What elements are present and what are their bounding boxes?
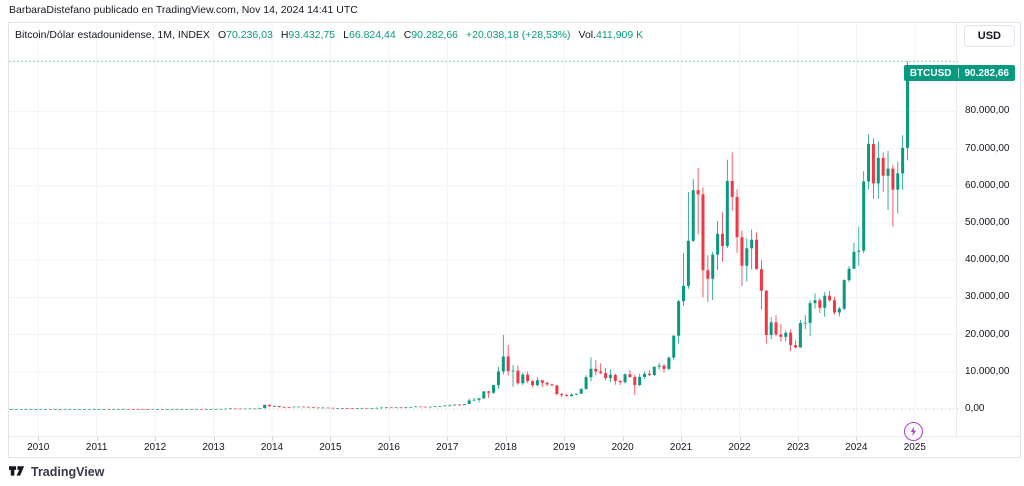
close-value-group: C 90.282,66 [404,29,458,41]
close-label: C [403,29,412,41]
time-axis-tick [447,437,449,441]
time-axis-year-label: 2011 [85,442,108,453]
close-value: 90.282,66 [411,29,459,41]
volume-value: 411,909 K [596,29,644,41]
currency-usd-button[interactable]: USD [963,25,1015,47]
high-value-group: H 93.432,75 [281,29,335,41]
price-axis-label: 50.000,00 [965,217,1010,228]
time-axis-year-label: 2014 [260,442,284,453]
symbol-title-bar[interactable]: Bitcoin/Dólar estadounidense, 1M, INDEX … [15,29,643,41]
open-value: 70.236,03 [226,29,273,41]
low-value: 66.824,44 [348,29,396,41]
price-axis-label: 60.000,00 [965,179,1010,191]
tradingview-logo-icon [9,465,25,476]
time-axis-tick [856,437,858,441]
price-axis-label: 20.000,00 [965,328,1010,340]
price-axis-label: 80.000,00 [965,105,1010,117]
open-label: O [217,29,227,41]
tradingview-logo-text: TradingView [31,465,105,479]
low-value-group: L 66.824,44 [343,29,396,41]
time-axis-tick [155,437,157,441]
price-axis-label: 30.000,00 [965,291,1010,303]
time-axis-year-label: 2025 [903,442,926,453]
candlestick-chart [9,23,958,438]
time-axis-year-label: 2023 [786,442,810,453]
time-axis-tick [622,437,624,441]
time-axis-tick [213,437,215,441]
volume-group: Vol. 411,909 K [579,29,644,41]
time-axis-tick [96,437,98,441]
high-label: H [280,29,289,41]
low-label: L [343,29,349,41]
time-axis-tick [739,437,741,441]
price-tag-value: 90.282,66 [964,67,1010,79]
symbol-title[interactable]: Bitcoin/Dólar estadounidense, 1M, INDEX [15,29,210,41]
price-tag-symbol: BTCUSD [909,67,952,79]
time-axis-tick [681,437,683,441]
last-price-tag: BTCUSD 90.282,66 [903,65,1015,82]
chart-frame: Bitcoin/Dólar estadounidense, 1M, INDEX … [8,22,1021,458]
price-axis-label: 10.000,00 [965,365,1010,377]
time-axis-year-label: 2021 [669,442,693,453]
lightning-bolt-icon [910,426,917,437]
time-axis-year-label: 2012 [143,442,167,453]
time-axis-year-label: 2016 [377,442,400,453]
change-value: +20.038,18 (+28,53%) [466,29,571,41]
price-axis-label: 40.000,00 [965,254,1010,266]
time-axis-year-label: 2010 [27,442,50,453]
open-value-group: O 70.236,03 [218,29,273,41]
time-axis-tick [797,437,799,441]
price-tag-divider [957,68,959,79]
time-axis-year-label: 2022 [728,442,751,453]
time-axis-year-label: 2015 [319,442,342,453]
time-axis-year-label: 2019 [553,442,576,453]
time-axis-tick [38,437,40,441]
time-axis-tick [388,437,390,441]
tradingview-branding-link[interactable]: TradingView [9,465,104,479]
price-axis[interactable]: 80.000,00 70.000,00 60.000,00 50.000,00 40.0… [956,23,1020,438]
time-axis-year-label: 2013 [202,442,225,453]
high-value: 93.432,75 [288,29,336,41]
price-axis-label: 70.000,00 [965,142,1010,154]
time-axis-year-label: 2017 [436,442,459,453]
time-axis[interactable]: 2010 2011 2012 2013 2014 2015 2016 2017 2018 2019… [9,436,1020,457]
time-axis-tick [505,437,507,441]
price-axis-label: 0,00 [965,403,985,414]
time-axis-tick [330,437,332,441]
idea-marker-icon[interactable] [904,422,923,441]
time-axis-tick [564,437,566,441]
time-axis-year-label: 2018 [494,442,517,453]
volume-label: Vol. [578,29,597,41]
attribution-header: BarbaraDistefano publicado en TradingVie… [9,4,358,16]
plot-area[interactable]: Bitcoin/Dólar estadounidense, 1M, INDEX … [9,23,958,438]
time-axis-year-label: 2020 [611,442,634,453]
time-axis-year-label: 2024 [845,442,868,453]
time-axis-tick [271,437,273,441]
